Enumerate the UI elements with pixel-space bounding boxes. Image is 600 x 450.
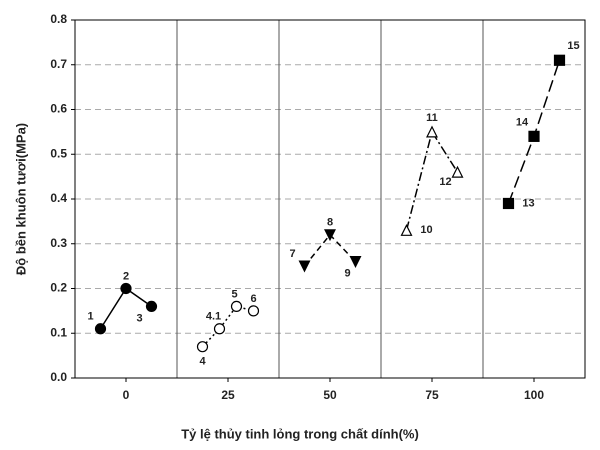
series-line xyxy=(99,287,152,330)
point-label: 8 xyxy=(327,217,333,229)
data-point xyxy=(528,130,540,142)
point-label: 11 xyxy=(426,112,438,124)
point-label: 4 xyxy=(199,356,206,368)
data-point xyxy=(145,300,158,312)
point-label: 2 xyxy=(123,270,129,282)
point-label: 6 xyxy=(250,293,256,305)
y-tick-label: 0.1 xyxy=(50,325,67,339)
data-point xyxy=(502,197,515,210)
y-tick-label: 0.7 xyxy=(50,57,67,71)
data-point xyxy=(324,229,336,242)
y-tick-label: 0.8 xyxy=(50,12,67,26)
data-point xyxy=(298,260,311,273)
y-tick-label: 0.0 xyxy=(50,370,67,384)
data-point xyxy=(196,341,209,353)
data-point xyxy=(94,323,107,335)
data-point xyxy=(120,282,132,295)
y-tick-label: 0.2 xyxy=(50,281,67,295)
y-tick-label: 0.4 xyxy=(50,191,67,205)
point-label: 9 xyxy=(344,268,350,280)
data-point xyxy=(213,323,226,335)
y-axis-label: Độ bền khuôn tươi(MPa) xyxy=(13,123,28,275)
x-tick-label: 25 xyxy=(221,388,235,402)
x-tick-label: 50 xyxy=(323,388,337,402)
point-label: 14 xyxy=(516,116,529,128)
series-line xyxy=(201,305,254,348)
y-tick-label: 0.6 xyxy=(50,102,67,116)
y-tick-label: 0.5 xyxy=(50,146,67,160)
point-label: 5 xyxy=(231,288,237,300)
data-point xyxy=(247,305,260,317)
x-tick-label: 100 xyxy=(524,388,544,402)
data-point xyxy=(451,165,464,178)
x-tick-label: 0 xyxy=(123,388,130,402)
data-point xyxy=(553,54,566,66)
point-label: 10 xyxy=(420,224,432,236)
point-label: 12 xyxy=(439,176,451,188)
data-point xyxy=(400,223,413,236)
point-label: 3 xyxy=(136,312,142,324)
point-label: 4.1 xyxy=(206,311,221,323)
y-tick-label: 0.3 xyxy=(50,236,67,250)
point-label: 7 xyxy=(289,248,295,260)
point-label: 13 xyxy=(522,197,534,209)
point-label: 15 xyxy=(567,40,579,52)
data-point xyxy=(349,256,362,268)
x-axis-label: Tỷ lệ thủy tinh lỏng trong chất dính(%) xyxy=(181,426,419,441)
x-tick-label: 75 xyxy=(425,388,439,402)
data-point xyxy=(230,300,243,312)
point-label: 1 xyxy=(87,311,93,323)
data-point xyxy=(426,125,438,138)
